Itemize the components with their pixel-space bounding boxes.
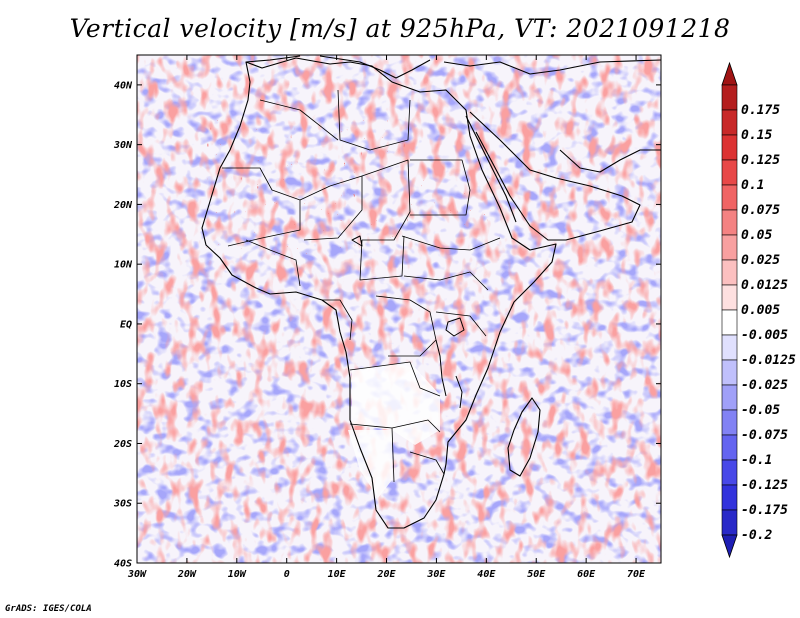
- colorbar-label: 0.075: [741, 203, 780, 218]
- colorbar-label: -0.125: [741, 478, 788, 493]
- velocity-field: [137, 55, 661, 563]
- lat-tick-label: 20S: [113, 439, 132, 450]
- colorbar-swatch: [721, 184, 738, 211]
- lon-tick-label: 70E: [627, 569, 646, 580]
- europe-mideast-coastline: [245, 55, 662, 79]
- lon-tick-label: 30E: [426, 569, 446, 580]
- colorbar-swatch: [721, 234, 738, 261]
- colorbar-swatch: [721, 84, 738, 111]
- colorbar-swatch: [721, 509, 738, 536]
- colorbar-label: 0.05: [741, 228, 772, 243]
- lat-tick-label: 10S: [114, 379, 132, 390]
- axis-labels: 30W 20W 10W 0 10E 20E 30E 40E 50E 60E 70E 40N 30N 20N…: [113, 80, 646, 580]
- lon-tick-label: 40E: [477, 569, 496, 580]
- colorbar-label: -0.05: [741, 403, 780, 418]
- colorbar-swatch: [721, 309, 738, 336]
- lon-tick-label: 30W: [127, 569, 147, 580]
- colorbar-label: 0.175: [741, 103, 780, 118]
- colorbar-swatch: [721, 159, 738, 186]
- geo-lines: [201, 55, 662, 529]
- sahara-convective-patches: [205, 120, 490, 260]
- colorbar-label: 0.1: [741, 178, 764, 193]
- colorbar-swatch: [721, 409, 738, 436]
- lon-tick-label: 50E: [527, 569, 546, 580]
- colorbar-swatch: [721, 484, 738, 511]
- lon-tick-label: 10W: [228, 569, 247, 580]
- lake-tanganyika-outline: [435, 339, 447, 397]
- lat-tick-label: 20N: [113, 200, 133, 211]
- colorbar-swatch: [721, 334, 738, 361]
- lon-tick-label: 0: [284, 569, 290, 580]
- colorbar-label: -0.025: [741, 378, 788, 393]
- lon-tick-label: 20E: [376, 569, 396, 580]
- colorbar-swatch: [721, 109, 738, 136]
- madagascar-coastline: [507, 397, 541, 477]
- colorbar-label: 0.025: [741, 253, 780, 268]
- lat-tick-label: 30S: [113, 499, 132, 510]
- colorbar-label: -0.1: [741, 453, 772, 468]
- colorbar-swatch: [721, 134, 738, 161]
- plot-frame: [136, 54, 662, 564]
- colorbar-swatch: [721, 384, 738, 411]
- colorbar-top-arrow: [721, 61, 738, 86]
- africa-coastline: [201, 57, 557, 529]
- lat-tick-label: EQ: [120, 319, 132, 330]
- lon-tick-label: 60E: [577, 569, 596, 580]
- colorbar-label: 0.005: [741, 303, 780, 318]
- lon-tick-label: 20W: [177, 569, 197, 580]
- colorbar-swatch: [721, 284, 738, 311]
- lon-tick-label: 10E: [328, 569, 347, 580]
- lat-tick-label: 30N: [113, 140, 133, 151]
- colorbar-label: -0.0125: [741, 353, 796, 368]
- country-borders: [222, 89, 501, 483]
- colorbar-label: 0.15: [741, 128, 772, 143]
- lake-malawi-outline: [455, 375, 463, 409]
- lat-tick-label: 40N: [114, 80, 133, 91]
- lake-chad-outline: [351, 235, 363, 247]
- axis-ticks: [136, 55, 661, 564]
- colorbar-swatch: [721, 434, 738, 461]
- persian-gulf-coastline: [559, 149, 661, 173]
- lake-victoria-outline: [445, 317, 465, 337]
- colorbar-label: -0.005: [741, 328, 788, 343]
- colorbar-label: -0.175: [741, 503, 788, 518]
- colorbar-swatch: [721, 359, 738, 386]
- colorbar-bottom-arrow: [721, 534, 738, 559]
- colorbar: 0.175 0.15 0.125 0.1 0.075 0.05 0.025 0.0125 0.0…: [721, 61, 796, 559]
- credit-footer: GrADS: IGES/COLA: [5, 604, 92, 614]
- colorbar-label: -0.075: [741, 428, 788, 443]
- arabia-coastline: [469, 111, 641, 241]
- colorbar-label: 0.125: [741, 153, 780, 168]
- chart-title: Vertical velocity [m/s] at 925hPa, VT: 2…: [69, 14, 731, 43]
- colorbar-swatch: [721, 259, 738, 286]
- lat-tick-label: 10N: [114, 260, 133, 271]
- colorbar-swatch: [721, 459, 738, 486]
- colorbar-label: -0.2: [741, 528, 772, 543]
- colorbar-label: 0.0125: [741, 278, 788, 293]
- colorbar-swatch: [721, 209, 738, 236]
- inland-water-bodies: [351, 235, 465, 409]
- lat-tick-label: 40S: [114, 559, 132, 570]
- red-sea-coastline: [465, 115, 517, 223]
